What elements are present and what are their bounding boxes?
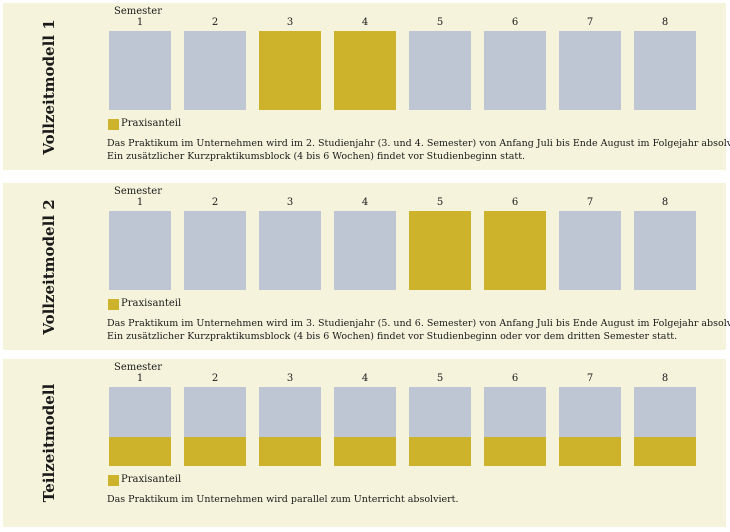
semester-block bbox=[634, 211, 696, 290]
model-panel: Teilzeitmodell Semester 1 2 3 4 5 6 7 8 Praxisante… bbox=[3, 359, 726, 527]
semester-block bbox=[259, 211, 321, 290]
semester-block bbox=[409, 387, 471, 466]
praxis-share-fill bbox=[109, 437, 171, 466]
semester-number: 2 bbox=[211, 197, 219, 208]
semester-block bbox=[484, 31, 546, 110]
praxis-share-fill bbox=[334, 437, 396, 466]
semester-number: 2 bbox=[211, 17, 219, 28]
semester-block bbox=[634, 387, 696, 466]
description-line: Das Praktikum im Unternehmen wird im 3. … bbox=[107, 318, 730, 329]
semester-block-praxis bbox=[409, 211, 471, 290]
semester-block bbox=[334, 387, 396, 466]
semester-number: 8 bbox=[661, 373, 669, 384]
semester-block bbox=[559, 211, 621, 290]
semester-block bbox=[634, 31, 696, 110]
model-description: Das Praktikum im Unternehmen wird im 2. … bbox=[107, 137, 730, 163]
semester-block-praxis bbox=[334, 31, 396, 110]
model-panel: Vollzeitmodell 2 Semester 1 2 3 4 5 6 7 8 Praxisan… bbox=[3, 183, 730, 350]
model-title-wrap: Vollzeitmodell 2 bbox=[3, 183, 95, 350]
semester-number: 3 bbox=[286, 17, 294, 28]
semester-number: 1 bbox=[136, 17, 144, 28]
semester-block-praxis bbox=[484, 211, 546, 290]
semester-block bbox=[184, 31, 246, 110]
semester-heading: Semester bbox=[113, 362, 163, 373]
semester-number: 1 bbox=[136, 197, 144, 208]
legend-swatch bbox=[108, 119, 119, 130]
legend-label: Praxisanteil bbox=[121, 474, 182, 485]
semester-number: 5 bbox=[436, 17, 444, 28]
model-description: Das Praktikum im Unternehmen wird im 3. … bbox=[107, 317, 730, 343]
model-title-wrap: Vollzeitmodell 1 bbox=[3, 3, 95, 170]
model-title: Teilzeitmodell bbox=[40, 383, 58, 503]
model-title-wrap: Teilzeitmodell bbox=[3, 359, 95, 527]
semester-block bbox=[109, 387, 171, 466]
semester-number: 5 bbox=[436, 373, 444, 384]
model-title: Vollzeitmodell 1 bbox=[40, 18, 58, 155]
model-panel: Vollzeitmodell 1 Semester 1 2 3 4 5 6 7 8 Praxisan… bbox=[3, 3, 730, 170]
model-description: Das Praktikum im Unternehmen wird parall… bbox=[107, 493, 722, 506]
semester-number: 5 bbox=[436, 197, 444, 208]
semester-number: 2 bbox=[211, 373, 219, 384]
semester-block bbox=[184, 387, 246, 466]
semester-block bbox=[409, 31, 471, 110]
semester-number: 4 bbox=[361, 373, 369, 384]
semester-number: 4 bbox=[361, 197, 369, 208]
semester-heading: Semester bbox=[113, 186, 163, 197]
semester-number: 8 bbox=[661, 197, 669, 208]
praxis-share-fill bbox=[259, 437, 321, 466]
semester-block-praxis bbox=[259, 31, 321, 110]
praxis-share-fill bbox=[184, 437, 246, 466]
semester-number: 3 bbox=[286, 373, 294, 384]
semester-block bbox=[184, 211, 246, 290]
legend-swatch bbox=[108, 299, 119, 310]
semester-number: 4 bbox=[361, 17, 369, 28]
semester-number: 6 bbox=[511, 373, 519, 384]
semester-block bbox=[484, 387, 546, 466]
semester-block bbox=[109, 31, 171, 110]
semester-block bbox=[559, 387, 621, 466]
semester-number: 6 bbox=[511, 17, 519, 28]
description-line: Das Praktikum im Unternehmen wird parall… bbox=[107, 494, 459, 505]
description-line: Ein zusätzlicher Kurzpraktikumsblock (4 … bbox=[107, 151, 526, 162]
praxis-share-fill bbox=[409, 437, 471, 466]
semester-number: 7 bbox=[586, 17, 594, 28]
semester-block bbox=[109, 211, 171, 290]
legend-swatch bbox=[108, 475, 119, 486]
semester-block bbox=[559, 31, 621, 110]
praxis-share-fill bbox=[484, 437, 546, 466]
description-line: Das Praktikum im Unternehmen wird im 2. … bbox=[107, 138, 730, 149]
legend-label: Praxisanteil bbox=[121, 298, 182, 309]
semester-number: 7 bbox=[586, 373, 594, 384]
praxis-share-fill bbox=[634, 437, 696, 466]
semester-number: 7 bbox=[586, 197, 594, 208]
semester-block bbox=[334, 211, 396, 290]
semester-block bbox=[259, 387, 321, 466]
praxis-share-fill bbox=[559, 437, 621, 466]
semester-number: 3 bbox=[286, 197, 294, 208]
legend-label: Praxisanteil bbox=[121, 118, 182, 129]
semester-number: 1 bbox=[136, 373, 144, 384]
semester-number: 8 bbox=[661, 17, 669, 28]
semester-heading: Semester bbox=[113, 6, 163, 17]
semester-number: 6 bbox=[511, 197, 519, 208]
model-title: Vollzeitmodell 2 bbox=[40, 198, 58, 335]
description-line: Ein zusätzlicher Kurzpraktikumsblock (4 … bbox=[107, 331, 678, 342]
